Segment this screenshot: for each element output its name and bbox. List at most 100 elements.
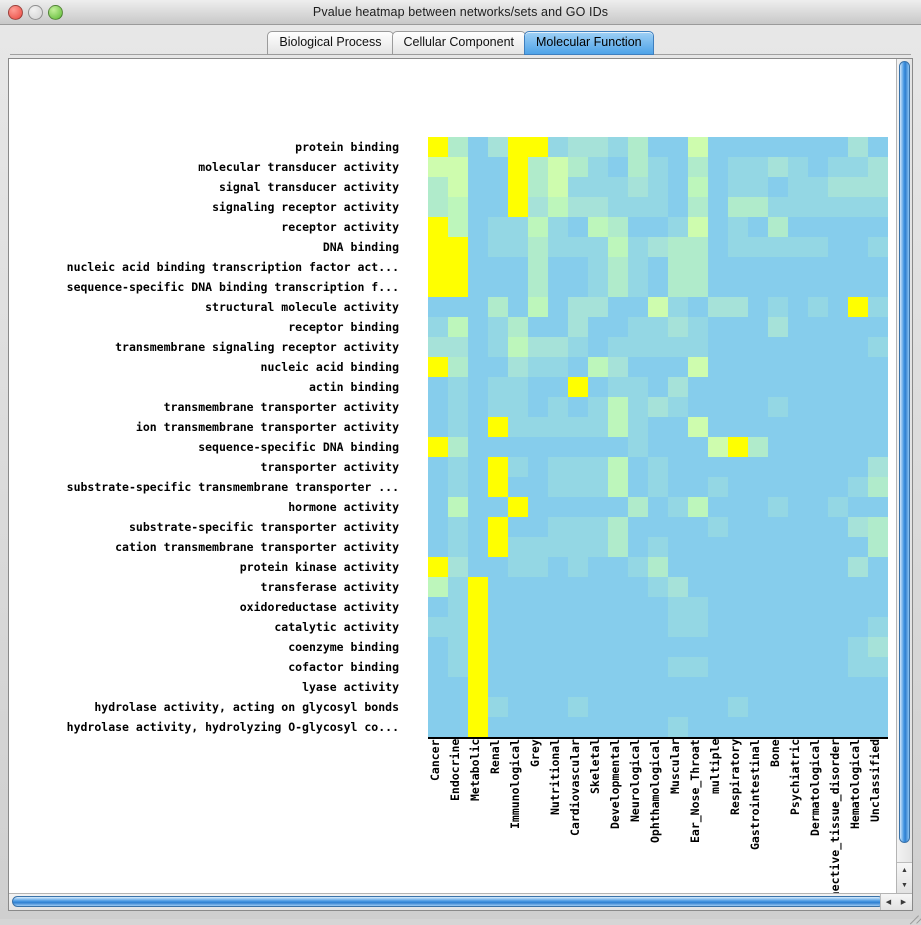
heatmap-cell[interactable] bbox=[548, 417, 568, 437]
heatmap-cell[interactable] bbox=[628, 597, 648, 617]
heatmap-cell[interactable] bbox=[528, 657, 548, 677]
heatmap-cell[interactable] bbox=[808, 417, 828, 437]
heatmap-cell[interactable] bbox=[868, 397, 888, 417]
heatmap-cell[interactable] bbox=[468, 257, 488, 277]
heatmap-cell[interactable] bbox=[768, 657, 788, 677]
heatmap-cell[interactable] bbox=[708, 377, 728, 397]
heatmap-cell[interactable] bbox=[728, 637, 748, 657]
heatmap-cell[interactable] bbox=[868, 497, 888, 517]
heatmap-cell[interactable] bbox=[848, 437, 868, 457]
heatmap-cell[interactable] bbox=[428, 197, 448, 217]
heatmap-cell[interactable] bbox=[728, 277, 748, 297]
heatmap-cell[interactable] bbox=[668, 177, 688, 197]
heatmap-cell[interactable] bbox=[468, 337, 488, 357]
heatmap-cell[interactable] bbox=[668, 437, 688, 457]
heatmap-cell[interactable] bbox=[448, 217, 468, 237]
heatmap-cell[interactable] bbox=[868, 697, 888, 717]
heatmap-cell[interactable] bbox=[768, 537, 788, 557]
heatmap-cell[interactable] bbox=[568, 417, 588, 437]
heatmap-cell[interactable] bbox=[488, 157, 508, 177]
heatmap-cell[interactable] bbox=[668, 697, 688, 717]
heatmap-cell[interactable] bbox=[768, 637, 788, 657]
heatmap-cell[interactable] bbox=[568, 197, 588, 217]
heatmap-cell[interactable] bbox=[628, 677, 648, 697]
heatmap-cell[interactable] bbox=[588, 697, 608, 717]
heatmap-cell[interactable] bbox=[688, 297, 708, 317]
heatmap-cell[interactable] bbox=[568, 557, 588, 577]
heatmap-cell[interactable] bbox=[488, 417, 508, 437]
heatmap-cell[interactable] bbox=[448, 197, 468, 217]
heatmap-cell[interactable] bbox=[768, 257, 788, 277]
heatmap-cell[interactable] bbox=[448, 417, 468, 437]
heatmap-cell[interactable] bbox=[488, 637, 508, 657]
heatmap-cell[interactable] bbox=[448, 557, 468, 577]
heatmap-cell[interactable] bbox=[708, 517, 728, 537]
heatmap-cell[interactable] bbox=[648, 137, 668, 157]
heatmap-cell[interactable] bbox=[828, 217, 848, 237]
heatmap-cell[interactable] bbox=[568, 477, 588, 497]
heatmap-cell[interactable] bbox=[748, 177, 768, 197]
heatmap-cell[interactable] bbox=[548, 317, 568, 337]
heatmap-cell[interactable] bbox=[448, 257, 468, 277]
heatmap-cell[interactable] bbox=[668, 497, 688, 517]
heatmap-cell[interactable] bbox=[468, 557, 488, 577]
heatmap-cell[interactable] bbox=[628, 577, 648, 597]
heatmap-cell[interactable] bbox=[568, 697, 588, 717]
heatmap-cell[interactable] bbox=[448, 517, 468, 537]
heatmap-cell[interactable] bbox=[508, 697, 528, 717]
close-button[interactable] bbox=[8, 5, 23, 20]
heatmap-cell[interactable] bbox=[508, 417, 528, 437]
heatmap-cell[interactable] bbox=[688, 517, 708, 537]
heatmap-cell[interactable] bbox=[728, 477, 748, 497]
heatmap-cell[interactable] bbox=[768, 317, 788, 337]
heatmap-cell[interactable] bbox=[668, 537, 688, 557]
heatmap-cell[interactable] bbox=[428, 237, 448, 257]
heatmap-cell[interactable] bbox=[468, 577, 488, 597]
heatmap-cell[interactable] bbox=[568, 177, 588, 197]
heatmap-cell[interactable] bbox=[728, 137, 748, 157]
heatmap-cell[interactable] bbox=[828, 317, 848, 337]
heatmap-cell[interactable] bbox=[848, 557, 868, 577]
heatmap-cell[interactable] bbox=[828, 697, 848, 717]
heatmap-cell[interactable] bbox=[628, 537, 648, 557]
heatmap-cell[interactable] bbox=[748, 417, 768, 437]
heatmap-cell[interactable] bbox=[428, 137, 448, 157]
heatmap-cell[interactable] bbox=[728, 697, 748, 717]
heatmap-cell[interactable] bbox=[648, 617, 668, 637]
heatmap-cell[interactable] bbox=[528, 137, 548, 157]
scroll-up-icon[interactable]: ▲ bbox=[901, 867, 908, 874]
heatmap-cell[interactable] bbox=[768, 177, 788, 197]
heatmap-cell[interactable] bbox=[548, 477, 568, 497]
heatmap-cell[interactable] bbox=[448, 537, 468, 557]
heatmap-cell[interactable] bbox=[828, 257, 848, 277]
heatmap-cell[interactable] bbox=[708, 497, 728, 517]
heatmap-cell[interactable] bbox=[668, 317, 688, 337]
heatmap-cell[interactable] bbox=[748, 637, 768, 657]
heatmap-cell[interactable] bbox=[528, 637, 548, 657]
heatmap-cell[interactable] bbox=[528, 197, 548, 217]
heatmap-cell[interactable] bbox=[828, 517, 848, 537]
heatmap-cell[interactable] bbox=[628, 417, 648, 437]
heatmap-cell[interactable] bbox=[808, 377, 828, 397]
heatmap-cell[interactable] bbox=[648, 577, 668, 597]
heatmap-cell[interactable] bbox=[508, 437, 528, 457]
heatmap-cell[interactable] bbox=[588, 437, 608, 457]
heatmap-cell[interactable] bbox=[608, 397, 628, 417]
heatmap-cell[interactable] bbox=[828, 157, 848, 177]
heatmap-cell[interactable] bbox=[448, 697, 468, 717]
heatmap-cell[interactable] bbox=[868, 657, 888, 677]
heatmap-cell[interactable] bbox=[488, 437, 508, 457]
heatmap-cell[interactable] bbox=[488, 677, 508, 697]
heatmap-cell[interactable] bbox=[428, 377, 448, 397]
heatmap-cell[interactable] bbox=[468, 657, 488, 677]
heatmap-cell[interactable] bbox=[548, 197, 568, 217]
heatmap-cell[interactable] bbox=[668, 517, 688, 537]
heatmap-cell[interactable] bbox=[728, 357, 748, 377]
heatmap-cell[interactable] bbox=[828, 197, 848, 217]
heatmap-cell[interactable] bbox=[808, 237, 828, 257]
heatmap-cell[interactable] bbox=[828, 677, 848, 697]
heatmap-cell[interactable] bbox=[808, 497, 828, 517]
heatmap-cell[interactable] bbox=[488, 457, 508, 477]
heatmap-cell[interactable] bbox=[708, 657, 728, 677]
heatmap-cell[interactable] bbox=[768, 677, 788, 697]
